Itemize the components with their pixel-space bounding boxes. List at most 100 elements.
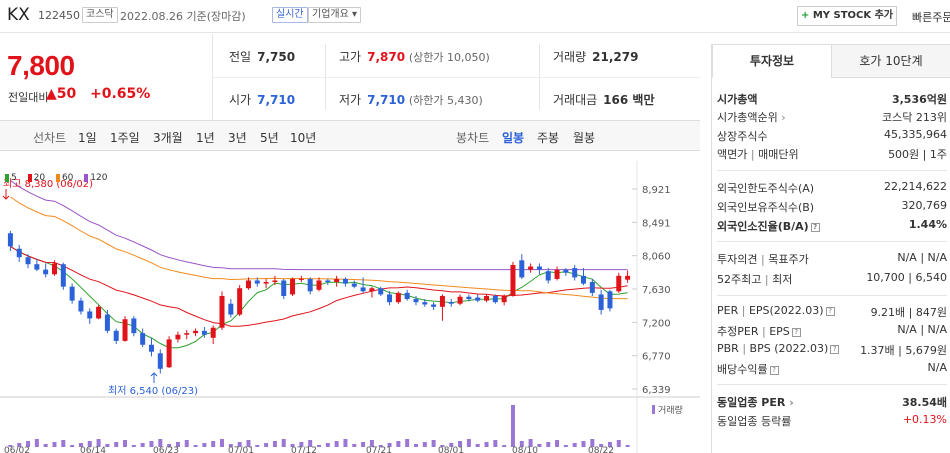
realtime-button[interactable]: 실시간 — [272, 7, 308, 23]
period-10y[interactable]: 10년 — [290, 131, 317, 145]
volume-bar — [413, 444, 418, 447]
quick-order-link[interactable]: 빠른주문 — [912, 11, 950, 24]
volume-bar — [431, 440, 436, 447]
candle-body — [342, 278, 348, 284]
candle-body — [607, 291, 613, 309]
price-chart[interactable]: 8,921 8,491 8,060 7,630 7,200 6,770 6,339 최고 8,… — [0, 151, 700, 453]
candle-body — [51, 263, 57, 275]
market-badge: 코스닥 — [82, 7, 118, 23]
period-1y[interactable]: 1년 — [196, 131, 215, 145]
candlestick-svg[interactable]: 8,921 8,491 8,060 7,630 7,200 6,770 6,339 최고 8,… — [0, 151, 700, 453]
foreign-ratio-row: 외국인소진율(B/A)? 1.44% — [717, 218, 947, 235]
volume-bar — [599, 444, 604, 447]
candle-chart-label: 봉차트 — [456, 131, 490, 145]
volume-bar — [607, 442, 612, 447]
volume-bar — [158, 439, 163, 447]
est-eps-label: EPS — [769, 325, 790, 338]
volume-bar — [255, 445, 260, 447]
help-icon[interactable]: ? — [769, 365, 779, 375]
candle-body — [201, 330, 207, 335]
low-price: 저가 7,710 (하한가 5,430) — [339, 91, 483, 108]
sector-per-row[interactable]: 동일업종 PER › 38.54배 — [717, 394, 947, 411]
add-mystock-button[interactable]: + MY STOCK 추가 — [797, 6, 897, 26]
candle-body — [457, 296, 463, 304]
legend-ma60: 60 — [55, 173, 73, 183]
candle-body — [131, 318, 137, 334]
low-annotation: 최저 6,540 (06/23) — [108, 385, 198, 397]
period-1d[interactable]: 1일 — [78, 131, 97, 145]
tab-orderbook[interactable]: 호가 10단계 — [831, 44, 950, 78]
volume-bar — [52, 442, 57, 447]
volume-bar — [581, 441, 586, 447]
candle-body — [545, 271, 551, 281]
volume: 거래량 21,279 — [553, 48, 638, 65]
candle-body — [519, 260, 525, 278]
candle-body — [7, 233, 13, 247]
period-5y[interactable]: 5년 — [260, 131, 279, 145]
volume-bar — [87, 441, 92, 447]
help-icon[interactable]: ? — [825, 306, 835, 316]
shares-label: 상장주식수 — [717, 130, 768, 143]
foreign-limit-label: 외국인한도주식수(A) — [717, 182, 815, 195]
help-icon[interactable]: ? — [791, 327, 801, 337]
company-overview-dropdown[interactable]: 기업개요 ▾ — [308, 7, 362, 23]
prev-close-value: 7,750 — [257, 50, 296, 64]
amount-label: 거래대금 — [553, 93, 598, 107]
candle-body — [431, 304, 437, 307]
shares-value: 45,335,964 — [884, 128, 947, 141]
eps-label: EPS(2022.03) — [748, 304, 824, 317]
change-value: ▲50 — [46, 86, 76, 102]
candle-weekly[interactable]: 주봉 — [537, 131, 560, 145]
stock-code: 122450 — [38, 9, 80, 22]
candle-body — [16, 248, 22, 258]
candle-body — [184, 333, 190, 335]
stock-header: KX 122450 코스닥 2022.08.26 기준(장마감) 실시간 기업개… — [0, 0, 950, 33]
volume-bar — [131, 445, 136, 447]
candle-body — [413, 299, 419, 303]
candle-daily[interactable]: 일봉 — [502, 131, 525, 145]
period-1w[interactable]: 1주일 — [110, 131, 140, 145]
volume-bar — [308, 440, 313, 447]
market-cap-value: 3,536억원 — [891, 93, 947, 106]
help-icon[interactable]: ? — [810, 222, 820, 232]
y-tick-label: 8,060 — [642, 252, 671, 263]
candle-body — [378, 288, 384, 295]
candle-body — [140, 333, 146, 345]
high-value: 7,870 — [367, 50, 406, 64]
opinion-row: 투자의견 | 목표주가 N/A | N/A — [717, 251, 947, 266]
volume-bar — [325, 443, 330, 447]
volume-bar — [290, 444, 295, 447]
x-tick-label: 08/01 — [438, 446, 464, 453]
candle-body — [307, 278, 313, 292]
candle-body — [422, 302, 428, 305]
tab-investment-info[interactable]: 투자정보 — [712, 44, 832, 78]
volume-bar — [78, 443, 83, 447]
open-price: 시가 7,710 — [229, 91, 295, 108]
volume-bar — [105, 444, 110, 447]
candle-body — [616, 275, 622, 292]
candle-monthly[interactable]: 월봉 — [573, 131, 596, 145]
volume-bar — [458, 441, 463, 447]
candle-body — [25, 257, 31, 265]
period-3y[interactable]: 3년 — [228, 131, 247, 145]
cap-rank-row[interactable]: 시가총액순위 › 코스닥 213위 — [717, 109, 947, 126]
market-cap-row: 시가총액 3,536억원 — [717, 91, 947, 108]
help-icon[interactable]: ? — [830, 344, 840, 354]
volume-bar — [493, 440, 498, 447]
volume-bar — [8, 445, 13, 447]
per-row: PER | EPS(2022.03)? 9.21배 | 847원 — [717, 304, 947, 319]
candle-body — [157, 353, 163, 369]
candle-body — [254, 280, 260, 284]
candle-body — [625, 275, 631, 280]
candle-body — [316, 280, 322, 290]
candle-body — [439, 295, 445, 307]
candle-body — [166, 339, 172, 368]
quote-summary: 전일 7,750 고가 7,870 (상한가 10,050) 거래량 21,279 시… — [212, 34, 700, 120]
chevron-right-icon: › — [781, 111, 786, 124]
volume-bar — [264, 443, 269, 447]
volume-bar — [625, 445, 630, 447]
lower-limit: (하한가 5,430) — [408, 94, 483, 107]
period-3m[interactable]: 3개월 — [153, 131, 183, 145]
volume-bar — [546, 442, 551, 447]
volume-bar — [572, 443, 577, 447]
